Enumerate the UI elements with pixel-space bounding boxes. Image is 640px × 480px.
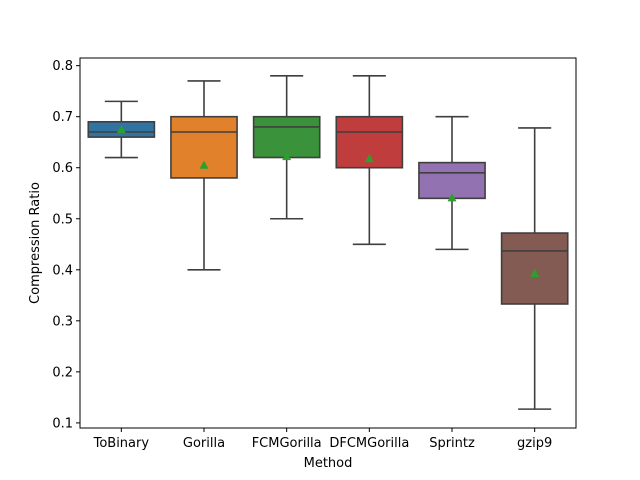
y-tick-label: 0.8 [52,59,73,74]
x-axis-label: Method [304,456,353,471]
box-DFCMGorilla [335,75,404,246]
iqr-box [418,161,486,200]
x-tick-label: Gorilla [183,436,225,451]
mean-marker [447,193,457,202]
iqr-box [500,232,569,305]
mean-marker [199,160,209,169]
y-axis: 0.1 0.2 0.3 0.4 0.5 0.6 0.7 0.8 [52,59,80,431]
x-tick-label: gzip9 [517,436,552,451]
mean-marker [530,268,540,277]
y-tick-label: 0.5 [52,212,73,227]
x-tick-label: ToBinary [93,436,150,451]
y-tick-label: 0.6 [52,161,73,176]
x-tick-label: Sprintz [429,436,475,451]
mean-marker [364,154,374,163]
y-tick-label: 0.2 [52,365,73,380]
box-Sprintz [418,115,486,251]
mean-marker [282,151,292,161]
x-tick-label: FCMGorilla [252,436,322,451]
box-Gorilla [170,80,238,271]
y-tick-label: 0.3 [52,314,73,329]
x-tick-label: DFCMGorilla [329,436,409,451]
mean-marker [116,124,126,134]
plot-frame [79,57,577,429]
iqr-box [252,115,321,159]
y-tick-label: 0.1 [52,416,73,431]
y-axis-label: Compression Ratio [28,182,43,304]
x-axis: ToBinary Gorilla FCMGorilla DFCMGorilla Spri… [93,428,552,451]
box-ToBinary [87,100,156,159]
box-gzip9 [500,127,569,410]
y-tick-label: 0.7 [52,110,73,125]
boxes-layer [87,75,569,410]
box-FCMGorilla [252,75,321,220]
y-tick-label: 0.4 [52,263,73,278]
